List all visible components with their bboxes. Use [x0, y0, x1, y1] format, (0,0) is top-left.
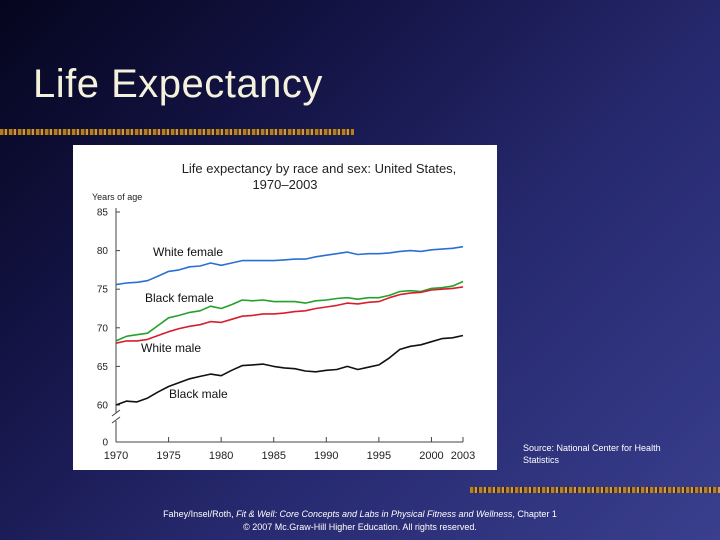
series-label-white-male: White male [141, 341, 201, 355]
source-note: Source: National Center for Health Stati… [523, 443, 661, 465]
x-tick-label-1970: 1970 [104, 450, 128, 462]
x-tick-label-2000: 2000 [419, 450, 443, 462]
decorative-rule-bottom [470, 487, 720, 493]
y-tick-label-65: 65 [97, 362, 109, 373]
slide-title: Life Expectancy [33, 62, 323, 106]
x-tick-label-1995: 1995 [367, 450, 391, 462]
y-tick-label-60: 60 [97, 401, 109, 412]
x-tick-label-1975: 1975 [156, 450, 180, 462]
life-expectancy-chart: Life expectancy by race and sex: United … [73, 145, 497, 470]
series-line-black-female [115, 280, 464, 342]
series-label-black-male: Black male [169, 387, 228, 401]
y-tick-label-70: 70 [97, 323, 109, 334]
chart-series [115, 245, 464, 406]
y-tick-label-85: 85 [97, 208, 109, 219]
series-line-black-male [115, 334, 464, 406]
series-line-white-female [115, 245, 464, 286]
x-tick-label-1985: 1985 [261, 450, 285, 462]
x-tick-label-1980: 1980 [209, 450, 233, 462]
series-label-black-female: Black female [145, 291, 214, 305]
footer-authors: Fahey/Insel/Roth, [163, 509, 237, 519]
y-tick-label-75: 75 [97, 285, 109, 296]
chart-svg: Life expectancy by race and sex: United … [92, 161, 475, 463]
series-label-white-female: White female [153, 245, 223, 259]
y-tick-label-80: 80 [97, 246, 109, 257]
footer-book-title: Fit & Well: Core Concepts and Labs in Ph… [236, 509, 513, 519]
axis-break-mark-1 [111, 409, 121, 417]
y-tick-label-0: 0 [102, 438, 108, 449]
series-line-white-male [115, 286, 464, 344]
y-axis-label: Years of age [92, 192, 142, 202]
chart-title-line1: Life expectancy by race and sex: United … [182, 161, 457, 176]
decorative-rule-top [0, 129, 354, 135]
footer-citation: Fahey/Insel/Roth, Fit & Well: Core Conce… [90, 508, 630, 534]
x-tick-label-2003: 2003 [451, 450, 475, 462]
x-tick-label-1990: 1990 [314, 450, 338, 462]
chart-title-line2: 1970–2003 [252, 177, 317, 192]
footer-chapter: , Chapter 1 [512, 509, 557, 519]
axis-break-mark-2 [111, 416, 121, 424]
footer-copyright: © 2007 Mc.Graw-Hill Higher Education. Al… [243, 522, 477, 532]
chart-series-labels: White female Black female White male Black … [141, 245, 228, 401]
